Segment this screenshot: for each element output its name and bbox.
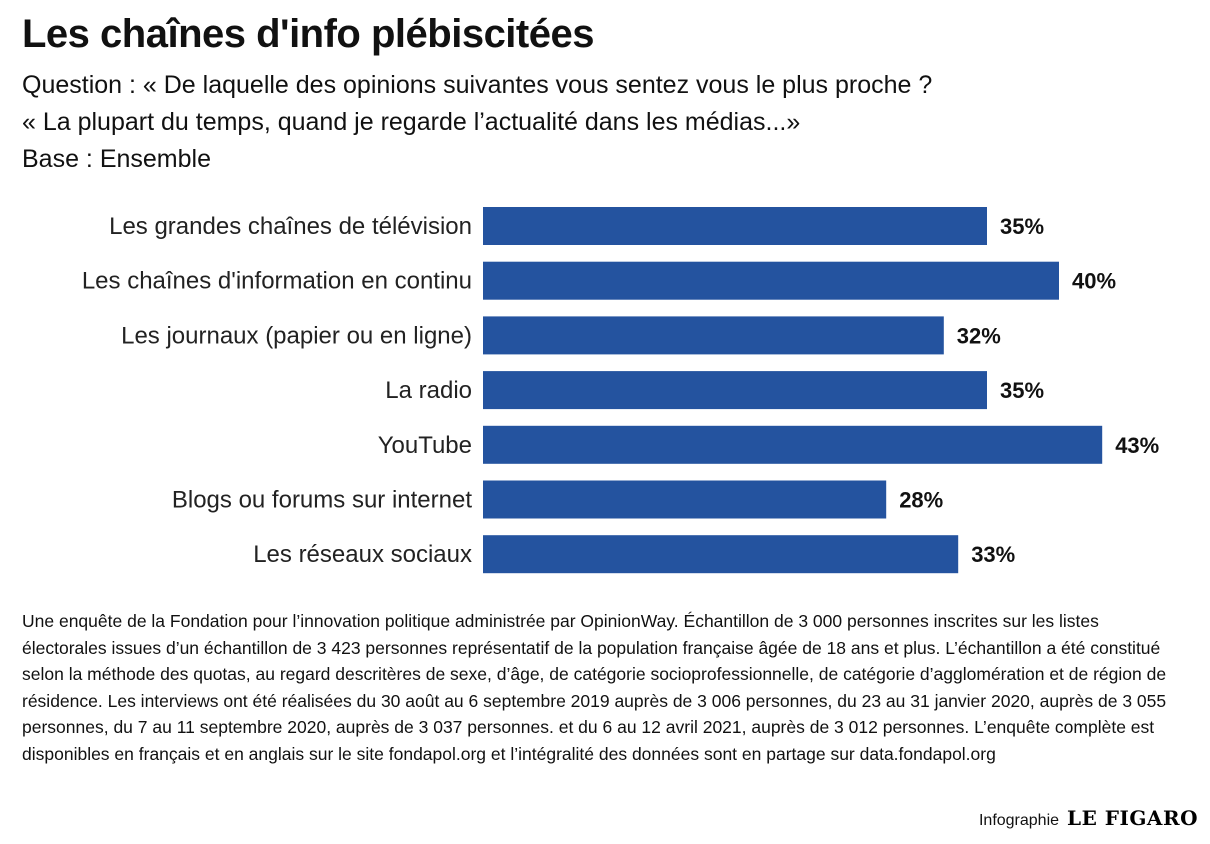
bar [483, 207, 987, 245]
bar [483, 480, 887, 519]
credit-label: Infographie [978, 812, 1060, 829]
value-label: 35% [1000, 378, 1044, 403]
category-label: Blogs ou forums sur internet [172, 487, 472, 514]
bar [483, 425, 1103, 464]
category-label: La radio [385, 377, 472, 404]
bar-row: Les réseaux sociaux 33% [253, 535, 1015, 574]
bar-row: La radio 35% [385, 371, 1044, 410]
bar-row: Les journaux (papier ou en ligne) 32% [121, 316, 1001, 355]
category-label: Les journaux (papier ou en ligne) [121, 322, 472, 349]
value-label: 32% [957, 323, 1001, 348]
bar-chart: Les grandes chaînes de télévision 35%Les … [82, 207, 1159, 574]
bar [483, 261, 1059, 300]
bar [483, 316, 944, 355]
value-label: 33% [971, 542, 1015, 567]
chart-title: Les chaînes d'info plébiscitées [22, 12, 594, 56]
bar-row: YouTube 43% [378, 425, 1159, 464]
bar-row: Blogs ou forums sur internet 28% [172, 480, 943, 519]
value-label: 43% [1115, 433, 1159, 458]
le-figaro-logo: LE FIGARO [1067, 806, 1198, 830]
value-label: 35% [1000, 214, 1044, 239]
bar-row: Les chaînes d'information en continu 40% [82, 261, 1116, 300]
category-label: Les grandes chaînes de télévision [109, 213, 472, 240]
methodology-note: Une enquête de la Fondation pour l’innov… [22, 611, 1167, 764]
value-label: 28% [899, 488, 943, 513]
category-label: Les chaînes d'information en continu [82, 268, 472, 295]
category-label: YouTube [378, 432, 472, 459]
base-line: Base : Ensemble [22, 145, 211, 173]
value-label: 40% [1072, 269, 1116, 294]
bar-row: Les grandes chaînes de télévision 35% [109, 207, 1044, 245]
question-continuation: « La plupart du temps, quand je regarde … [22, 108, 801, 136]
credit: Infographie LE FIGARO [979, 806, 1198, 830]
bar [483, 371, 987, 410]
bar [483, 535, 959, 574]
category-label: Les réseaux sociaux [253, 541, 472, 568]
question-line: Question : « De laquelle des opinions su… [22, 71, 933, 99]
